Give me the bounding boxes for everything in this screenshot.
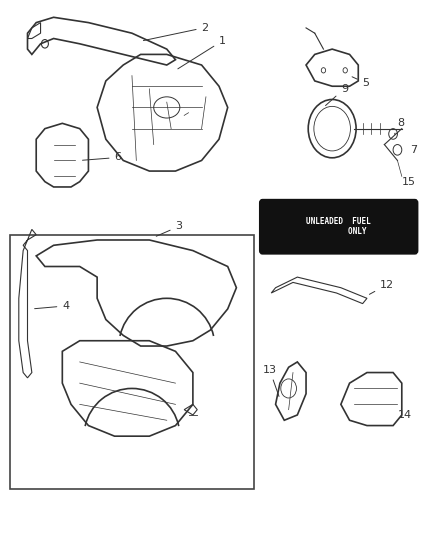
Text: 14: 14	[397, 410, 412, 420]
Text: 6: 6	[82, 152, 122, 163]
Text: 12: 12	[369, 280, 394, 294]
Text: 13: 13	[262, 365, 279, 397]
Text: 10: 10	[271, 200, 285, 245]
Text: 9: 9	[325, 84, 348, 106]
Text: UNLEADED  FUEL
        ONLY: UNLEADED FUEL ONLY	[306, 217, 371, 237]
FancyBboxPatch shape	[260, 200, 417, 253]
Text: 3: 3	[156, 221, 183, 236]
Text: 7: 7	[410, 145, 417, 155]
Text: 5: 5	[352, 77, 370, 88]
Text: 1: 1	[178, 36, 226, 69]
Text: 15: 15	[402, 176, 416, 187]
Text: 11: 11	[319, 200, 333, 245]
Text: 4: 4	[35, 301, 70, 311]
Text: 8: 8	[395, 118, 405, 134]
Text: 2: 2	[143, 22, 209, 41]
